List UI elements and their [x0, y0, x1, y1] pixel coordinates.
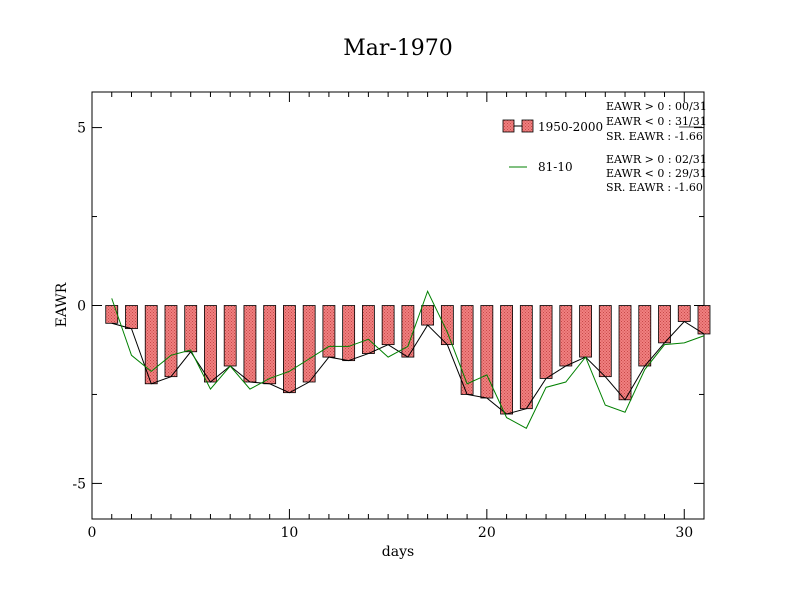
x-axis-label: days	[382, 544, 414, 560]
stat-1950-eawr-negative: EAWR < 0 : 31/31	[606, 115, 707, 128]
bar-day-9	[263, 305, 277, 385]
x-tick-label-0: 0	[88, 525, 97, 541]
bar-day-27	[618, 305, 632, 401]
stat-8110-eawr-positive: EAWR > 0 : 02/31	[606, 153, 707, 166]
bar-day-15	[381, 305, 395, 346]
x-tick-label-20: 20	[478, 525, 496, 541]
bar-day-18	[440, 305, 454, 346]
legend-bar-swatch-1	[502, 119, 515, 133]
y-tick-label-5: 5	[77, 121, 86, 137]
series-line-1950-2000	[111, 320, 705, 415]
x-tick-label-10: 10	[281, 525, 299, 541]
bar-day-30	[677, 305, 691, 322]
bar-day-17	[421, 305, 435, 326]
bar-day-1	[105, 305, 119, 324]
bar-day-14	[361, 305, 375, 354]
stat-1950-eawr-positive: EAWR > 0 : 00/31	[606, 100, 707, 113]
bar-day-24	[559, 305, 573, 367]
axis-ticks: 0 10 20 30 -5 0 5	[72, 92, 705, 541]
chart-title: Mar-1970	[343, 36, 453, 61]
bar-day-29	[658, 305, 671, 344]
bar-day-23	[539, 305, 553, 379]
bar-day-31	[697, 305, 711, 335]
bar-day-26	[598, 305, 612, 378]
stat-1950-sr-eawr: SR. EAWR : -1.66	[606, 130, 703, 143]
bar-day-2	[125, 305, 138, 330]
y-tick-label-0: 0	[77, 299, 86, 315]
bar-day-25	[579, 305, 592, 358]
bar-day-8	[243, 305, 257, 383]
bar-day-13	[342, 305, 356, 362]
bar-day-4	[164, 305, 178, 378]
bar-day-11	[302, 305, 316, 383]
legend-bar-swatch-2	[521, 119, 534, 133]
stat-8110-eawr-negative: EAWR < 0 : 29/31	[606, 167, 707, 180]
legend-label-81-10: 81-10	[538, 160, 573, 174]
y-tick-label--5: -5	[72, 476, 86, 492]
bar-day-6	[204, 305, 217, 383]
bar-day-28	[638, 305, 652, 367]
legend-label-1950-2000: 1950-2000	[538, 120, 603, 134]
series-line-81-10	[111, 289, 705, 429]
y-axis-label: EAWR	[54, 282, 70, 327]
legend: 1950-2000 81-10 EAWR > 0 : 00/31 EAWR < …	[502, 100, 707, 194]
line-series	[111, 289, 705, 429]
x-tick-label-30: 30	[675, 525, 693, 541]
bar-series	[105, 305, 711, 415]
bar-day-21	[500, 305, 513, 415]
stat-8110-sr-eawr: SR. EAWR : -1.60	[606, 181, 703, 194]
bar-day-5	[184, 305, 198, 353]
bar-day-7	[223, 305, 237, 367]
bar-day-19	[460, 305, 474, 395]
bar-day-10	[283, 305, 296, 394]
bar-day-22	[519, 305, 533, 410]
